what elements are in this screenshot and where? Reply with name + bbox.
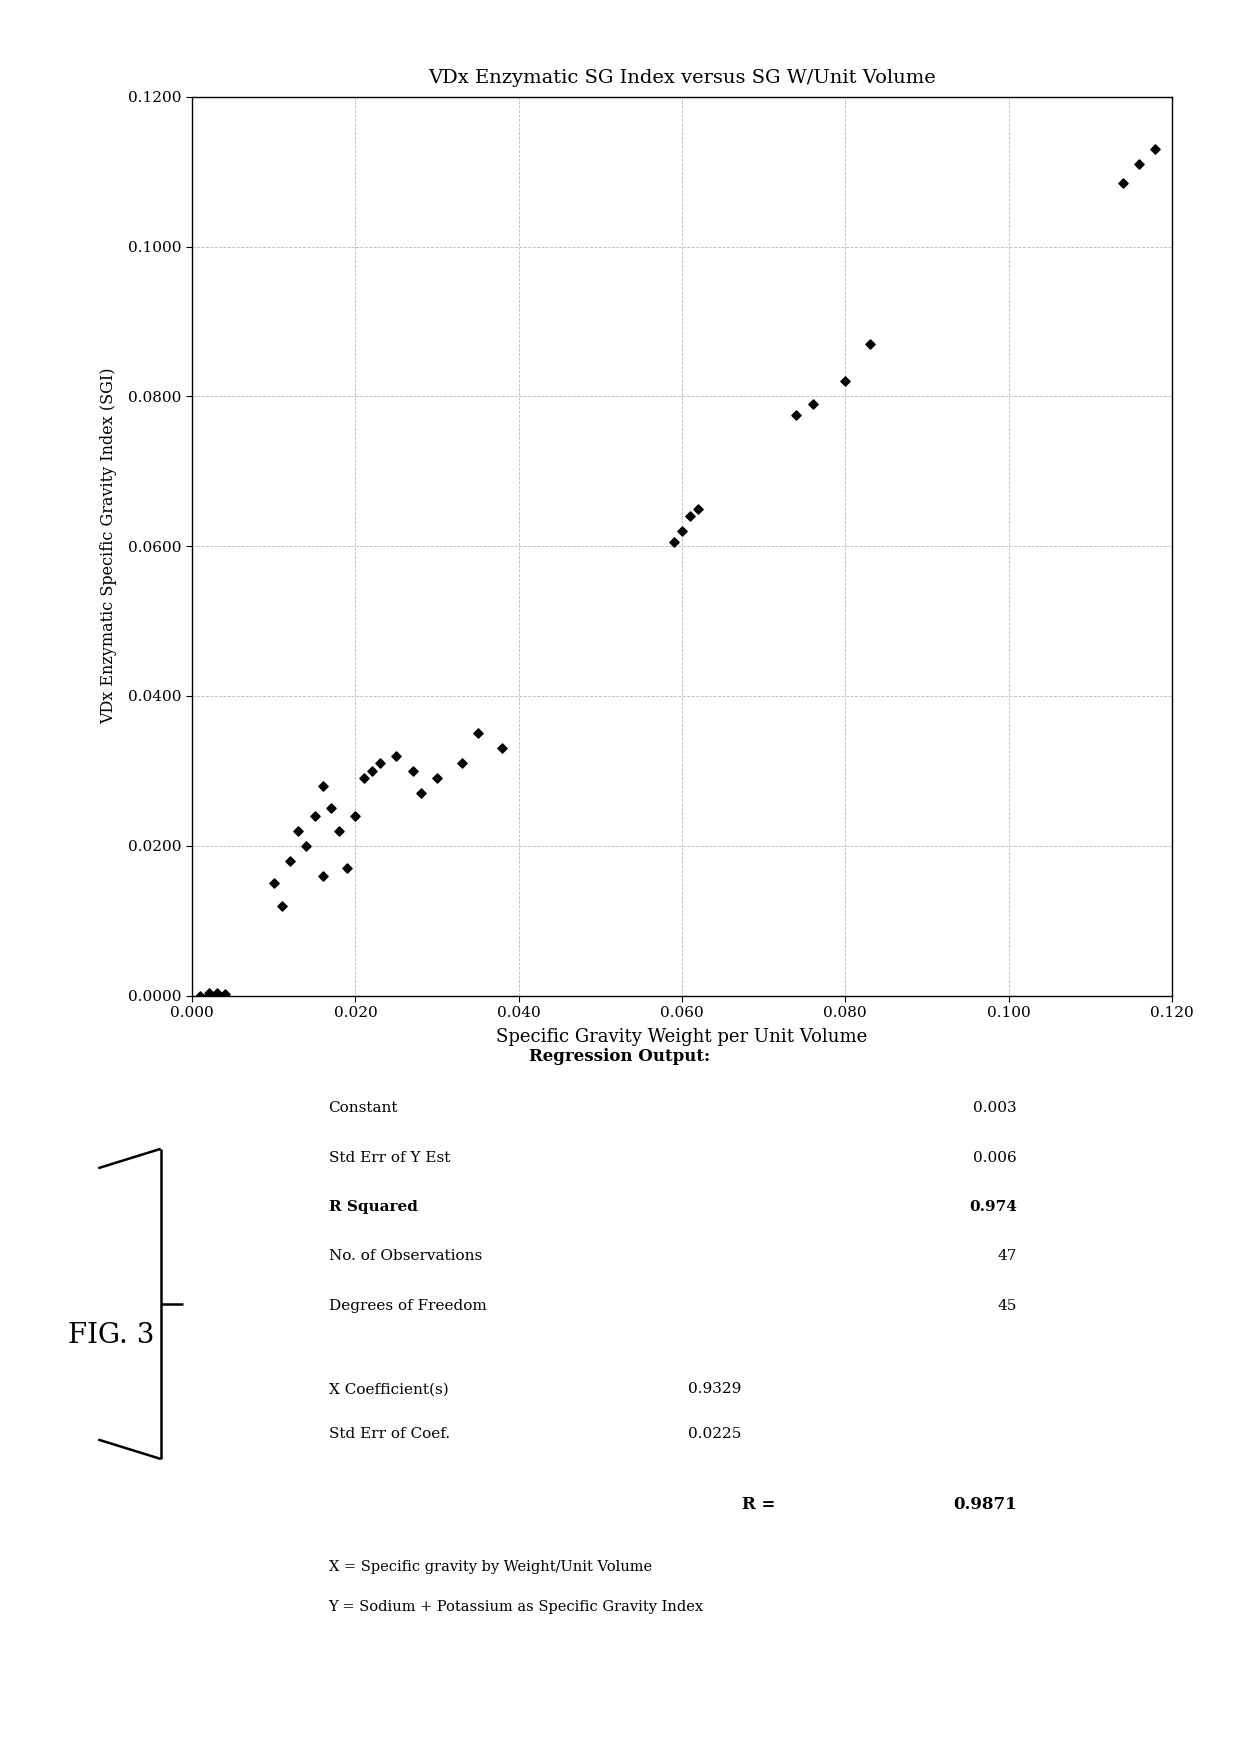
Point [410,779,430,807]
Point [321,795,341,823]
Point [836,368,856,396]
Point [688,495,708,523]
Point [672,518,692,546]
Text: R Squared: R Squared [329,1200,418,1214]
Title: VDx Enzymatic SG Index versus SG W/Unit Volume: VDx Enzymatic SG Index versus SG W/Unit … [428,69,936,86]
Point [353,765,373,793]
Point [215,980,234,1008]
Point [467,719,487,747]
Text: X = Specific gravity by Weight/Unit Volume: X = Specific gravity by Weight/Unit Volu… [329,1559,652,1573]
Text: No. of Observations: No. of Observations [329,1249,482,1263]
Text: 0.9871: 0.9871 [954,1496,1017,1514]
Text: 0.0225: 0.0225 [688,1427,742,1441]
Point [427,765,448,793]
Point [492,735,512,763]
Point [329,816,350,844]
Text: FIG. 3: FIG. 3 [68,1322,155,1348]
Point [207,981,227,1010]
Point [296,832,316,860]
Text: 45: 45 [997,1299,1017,1313]
Y-axis label: VDx Enzymatic Specific Gravity Index (SGI): VDx Enzymatic Specific Gravity Index (SG… [100,368,117,724]
Point [312,862,332,890]
Point [264,869,284,897]
Point [312,772,332,800]
Point [451,749,471,777]
Point [337,855,357,883]
Point [305,802,325,830]
Text: 0.006: 0.006 [973,1151,1017,1165]
Point [362,758,382,786]
Text: Y = Sodium + Potassium as Specific Gravity Index: Y = Sodium + Potassium as Specific Gravi… [329,1600,704,1614]
Point [786,402,806,430]
Point [198,981,218,1010]
Point [207,980,227,1008]
Point [663,529,683,557]
X-axis label: Specific Gravity Weight per Unit Volume: Specific Gravity Weight per Unit Volume [496,1029,868,1047]
Point [346,802,366,830]
Point [403,758,423,786]
Point [859,329,879,358]
Point [272,892,291,920]
Point [289,816,309,844]
Point [802,389,822,418]
Text: 0.974: 0.974 [968,1200,1017,1214]
Text: 47: 47 [997,1249,1017,1263]
Text: 0.9329: 0.9329 [688,1383,742,1397]
Point [387,742,407,770]
Point [1146,136,1166,164]
Point [198,980,218,1008]
Point [370,749,389,777]
Text: Constant: Constant [329,1101,398,1115]
Text: X Coefficient(s): X Coefficient(s) [329,1383,449,1397]
Point [280,848,300,876]
Point [1130,150,1149,178]
Text: 0.003: 0.003 [973,1101,1017,1115]
Text: Regression Output:: Regression Output: [529,1048,711,1066]
Point [191,981,211,1010]
Text: Degrees of Freedom: Degrees of Freedom [329,1299,486,1313]
Text: R =: R = [742,1496,775,1514]
Text: Std Err of Coef.: Std Err of Coef. [329,1427,450,1441]
Point [1114,169,1133,197]
Point [681,502,701,530]
Text: Std Err of Y Est: Std Err of Y Est [329,1151,450,1165]
